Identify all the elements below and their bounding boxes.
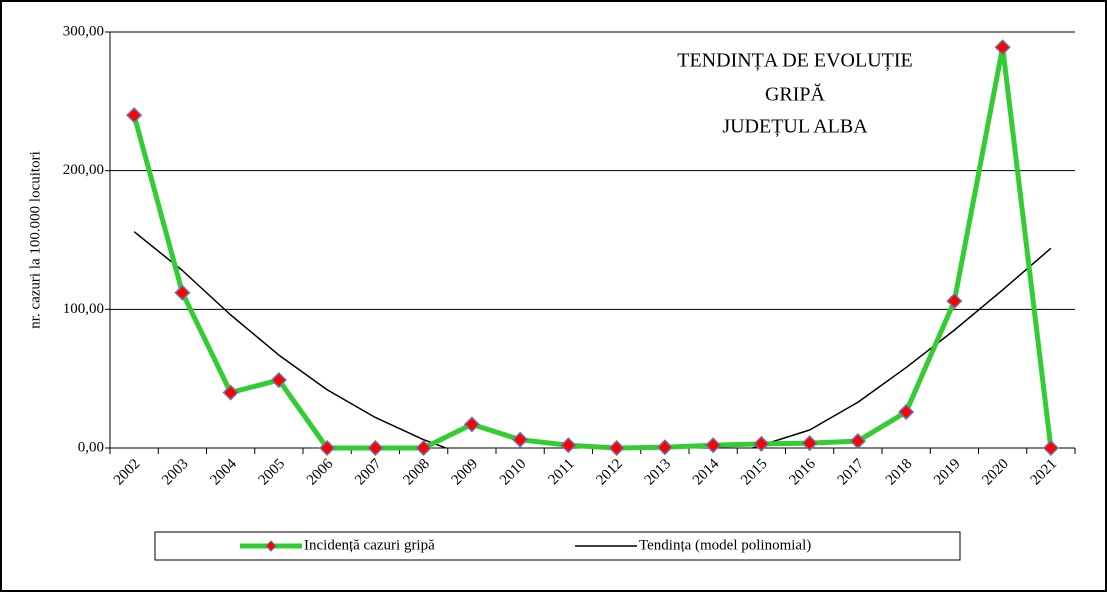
marker [415,439,432,457]
y-tick-label: 100,00 [63,301,104,317]
legend-label: Incidență cazuri gripă [304,537,435,553]
marker [849,433,866,450]
chart-title: JUDEȚUL ALBA [722,116,868,138]
marker [753,435,770,452]
marker [608,439,625,457]
marker [319,439,336,457]
y-tick-label: 0,00 [78,439,104,455]
chart-title: TENDINȚA DE EVOLUȚIE [677,50,913,72]
marker [512,431,529,448]
marker [898,403,915,421]
marker [367,439,384,457]
y-tick-label: 300,00 [63,23,104,39]
y-axis-label: nr. cazuri la 100.000 locuitori [27,151,43,328]
chart-title: GRIPĂ [765,83,826,106]
marker [946,292,963,310]
marker [705,437,722,454]
line-series [131,44,1054,451]
y-tick-label: 200,00 [63,162,104,178]
plot-area [133,231,1052,448]
line-series [133,231,1052,448]
marker [270,371,287,389]
marker [174,284,191,301]
marker [222,384,239,401]
marker [463,416,480,433]
marker [994,39,1011,56]
legend-marker [265,540,277,552]
marker [1042,439,1059,457]
marker [126,107,143,124]
legend-label: Tendința (model polinomial) [639,537,811,553]
marker [656,439,673,456]
marker [801,435,818,452]
marker [560,437,577,454]
